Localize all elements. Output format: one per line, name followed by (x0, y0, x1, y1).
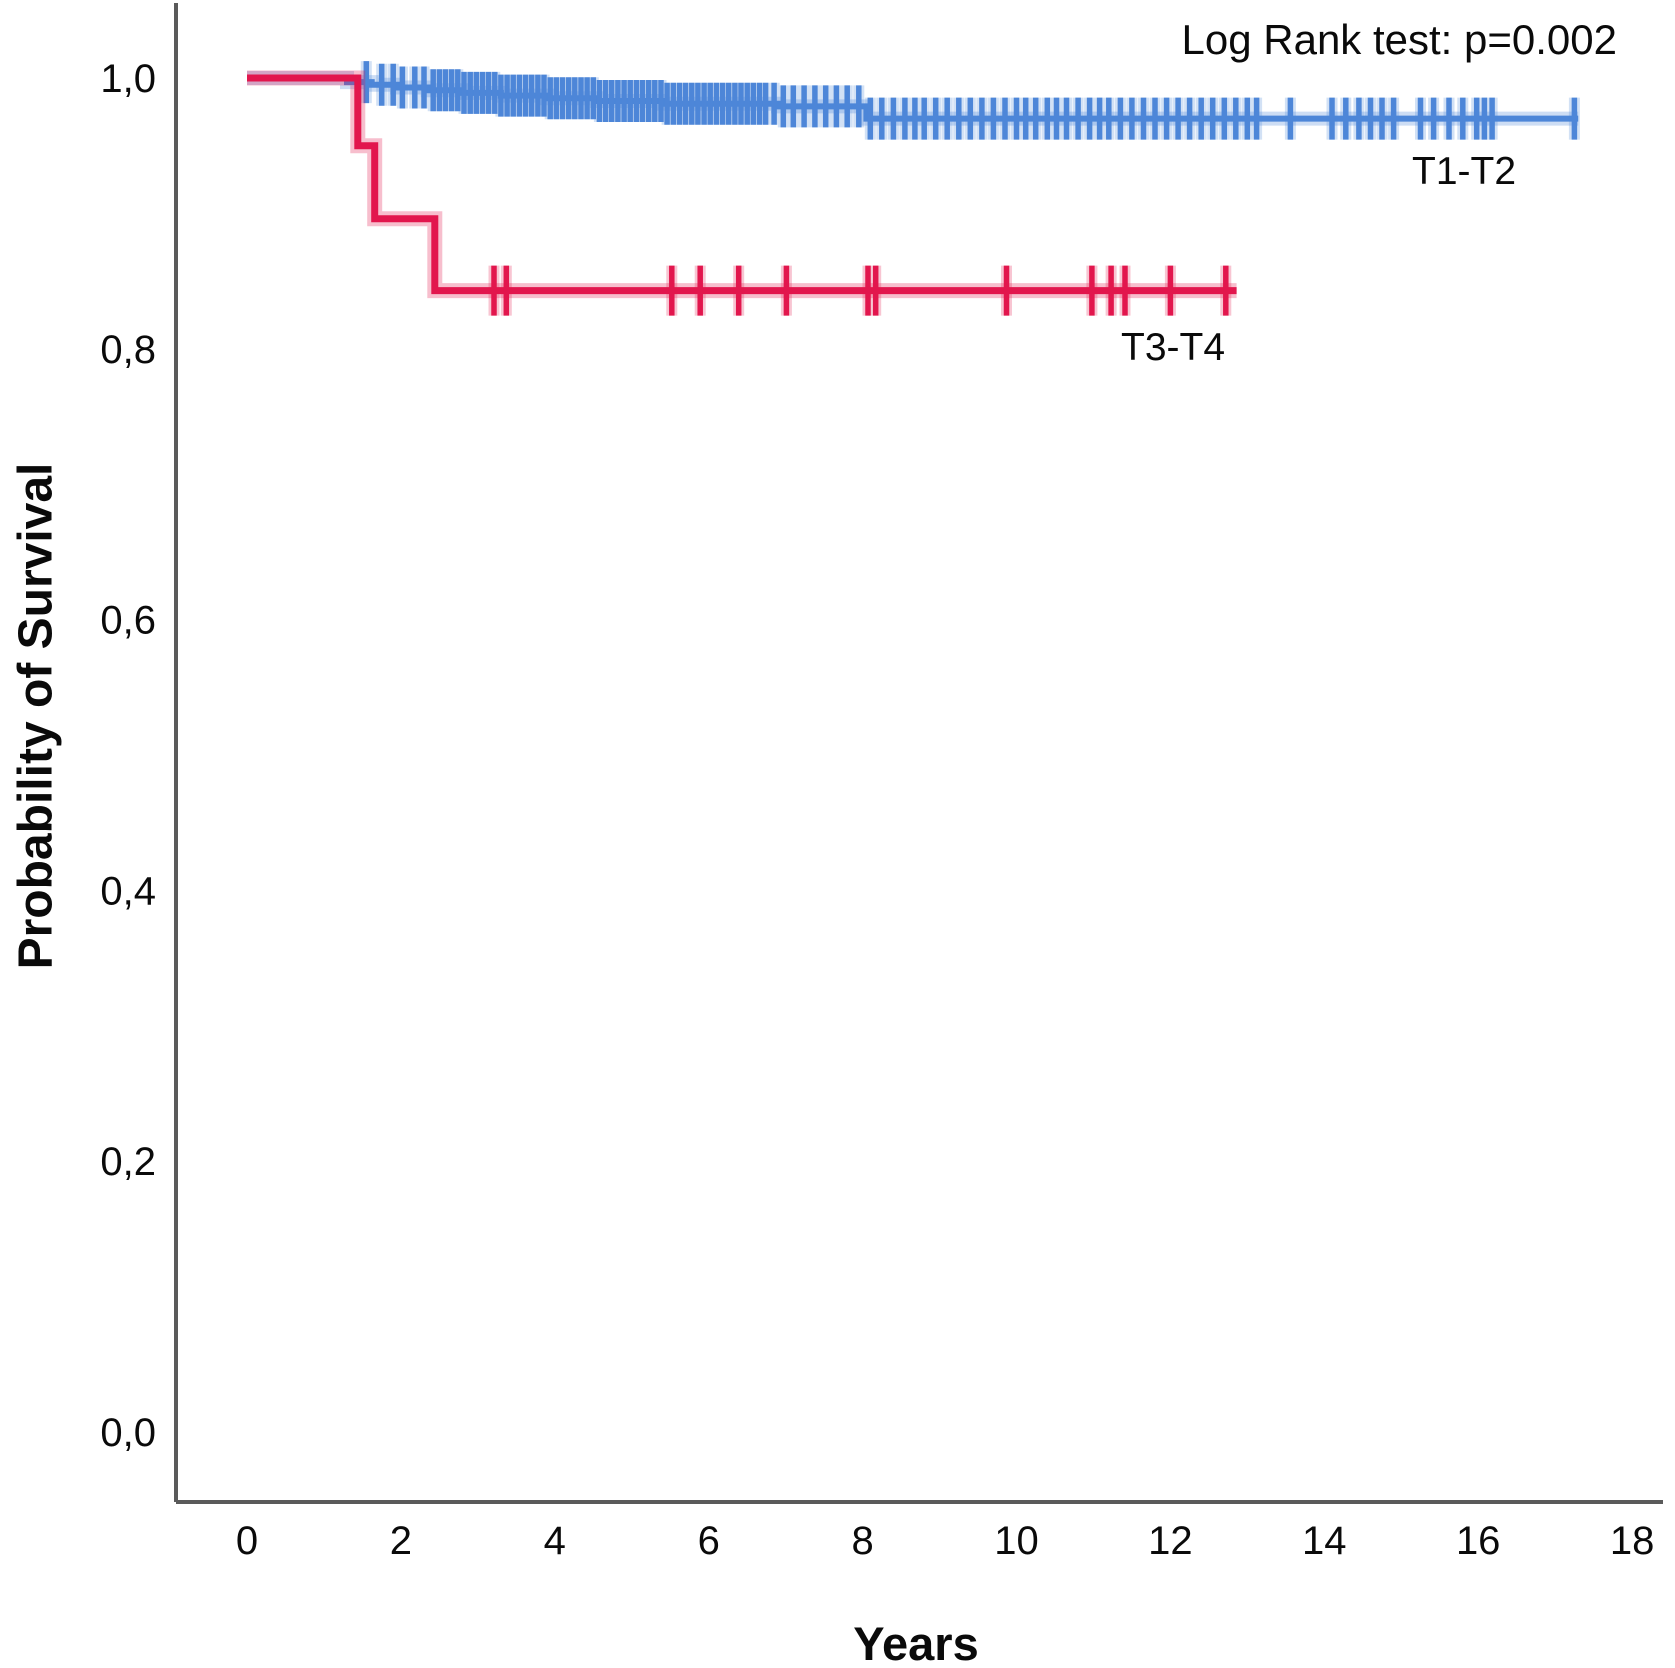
y-axis-tick-label: 1,0 (100, 57, 156, 101)
x-axis-tick-label: 2 (390, 1519, 412, 1563)
x-axis-tick-label: 14 (1302, 1519, 1347, 1563)
x-axis-tick-label: 0 (236, 1519, 258, 1563)
y-axis-tick-label: 0,6 (100, 599, 156, 643)
y-axis-tick-label: 0,2 (100, 1140, 156, 1184)
series-label-t3-t4: T3-T4 (1120, 326, 1226, 369)
y-axis-title: Probability of Survival (9, 462, 63, 970)
x-axis-tick-label: 12 (1148, 1519, 1193, 1563)
x-axis-tick-label: 18 (1610, 1519, 1655, 1563)
t3-t4-censor-marks (491, 265, 1229, 316)
x-axis-tick-label: 6 (698, 1519, 720, 1563)
x-axis-tick-label: 8 (851, 1519, 873, 1563)
y-axis-tick-label: 0,4 (100, 869, 156, 913)
x-axis-tick-label: 16 (1456, 1519, 1501, 1563)
log-rank-annotation: Log Rank test: p=0.002 (1181, 16, 1617, 63)
y-axis-tick-label: 0,8 (100, 328, 156, 372)
t3-t4-curve (247, 74, 1237, 295)
x-axis-tick-label: 10 (994, 1519, 1039, 1563)
x-axis-tick-label: 4 (544, 1519, 566, 1563)
y-axis-tick-label: 0,0 (100, 1411, 156, 1455)
t1-t2-censor-marks (363, 61, 1578, 140)
x-axis-title: Years (853, 1617, 979, 1668)
series-label-t1-t2: T1-T2 (1411, 150, 1517, 193)
